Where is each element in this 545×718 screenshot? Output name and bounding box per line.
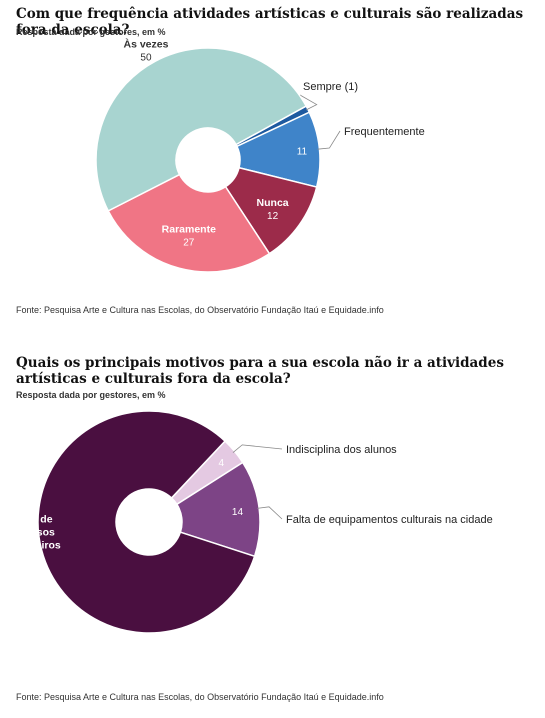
- slice-value-indisciplina-dos-alunos: 4: [219, 458, 225, 469]
- slice-name-falta-de-equipamentos-culturais-na-cidade: Falta de equipamentos culturais na cidad…: [286, 514, 493, 526]
- slice-name-frequentemente: Frequentemente: [344, 126, 425, 138]
- slice-value-raramente: 27: [183, 237, 195, 248]
- slice-name-falta-de-recursos-financeiros: Falta de: [13, 514, 53, 526]
- leader-line-indisciplina-dos-alunos: [232, 444, 283, 453]
- chart-1-source: Fonte: Pesquisa Arte e Cultura nas Escol…: [16, 305, 384, 315]
- slice-name-indisciplina-dos-alunos: Indisciplina dos alunos: [286, 444, 397, 456]
- slice-value-as-vezes: 50: [140, 53, 152, 64]
- chart-2-donut: Indisciplina dos alunos 4 Falta de equipam…: [5, 410, 493, 634]
- pie-slice-falta-de-recursos-financeiros: [37, 410, 256, 634]
- slice-name-raramente: Raramente: [162, 223, 216, 235]
- slice-name-as-vezes: Às vezes: [124, 38, 169, 51]
- slice-value-falta-de-equipamentos-culturais-na-cidade: 14: [232, 507, 244, 518]
- pie-slice-raramente: [107, 173, 271, 273]
- chart-2-subtitle: Resposta dada por gestores, em %: [16, 390, 166, 400]
- chart-1-donut: Sempre (1) Frequentemente 11 Nunca 12 Raramen…: [95, 38, 425, 273]
- pie-slice-as-vezes: [95, 47, 308, 212]
- slice-name-falta-de-recursos-financeiros: financeiros: [5, 540, 61, 552]
- slice-name-sempre-1: Sempre (1): [303, 81, 358, 93]
- slice-name-falta-de-recursos-financeiros: recursos: [11, 527, 56, 539]
- leader-line-sempre-1: [299, 94, 318, 111]
- chart-1-subtitle: Resposta dada por gestores, em %: [16, 27, 166, 37]
- leader-line-falta-de-equipamentos-culturais-na-cidade: [257, 506, 283, 520]
- chart-2-title: Quais os principais motivos para a sua e…: [16, 355, 504, 387]
- chart-2-source: Fonte: Pesquisa Arte e Cultura nas Escol…: [16, 692, 384, 702]
- slice-value-nunca: 12: [267, 211, 279, 222]
- chart-1-title: Com que frequência atividades artísticas…: [16, 6, 524, 38]
- pie-slice-falta-de-equipamentos-culturais-na-cidade: [175, 461, 261, 558]
- slice-value-frequentemente: 11: [297, 147, 308, 158]
- slice-value-falta-de-recursos-financeiros: 82: [27, 554, 39, 565]
- leader-line-frequentemente: [317, 130, 341, 150]
- slice-name-nunca: Nunca: [257, 197, 289, 209]
